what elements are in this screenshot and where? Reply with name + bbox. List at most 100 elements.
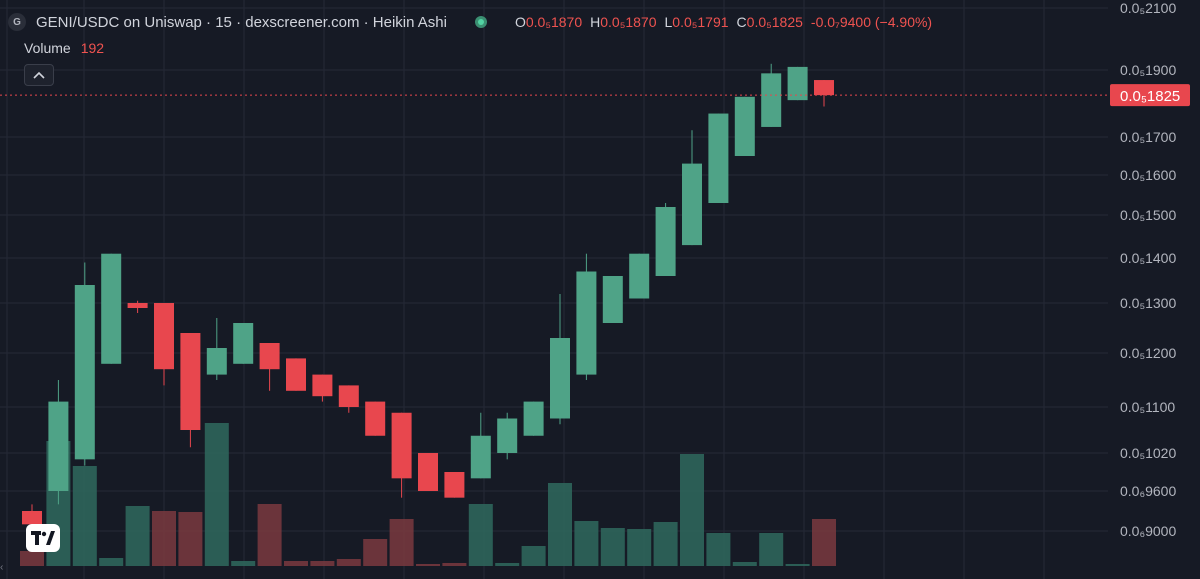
- price-tick-label: 0.0₅1200: [1120, 345, 1176, 361]
- volume-bar: [310, 561, 335, 566]
- candle-body: [286, 358, 306, 391]
- tv-logo-mark: [31, 531, 55, 545]
- candle: [312, 374, 333, 402]
- volume-legend: Volume 192: [24, 40, 104, 56]
- candle-body: [101, 253, 122, 364]
- candle-body: [550, 338, 570, 419]
- volume-bar: [468, 504, 493, 566]
- candle-body: [338, 385, 359, 407]
- candle-body: [497, 418, 518, 453]
- volume-bar: [548, 483, 572, 566]
- candle: [497, 412, 518, 460]
- current-price-label: 0.0₅1825: [1120, 88, 1180, 105]
- candle-body: [391, 412, 412, 479]
- volume-bar: [72, 466, 97, 566]
- candle: [365, 401, 386, 436]
- candle-body: [682, 163, 702, 246]
- price-tick-label: 0.0₅1700: [1120, 129, 1176, 145]
- open-label: O: [514, 14, 526, 30]
- candle: [444, 472, 465, 498]
- candle-body: [154, 303, 174, 370]
- candle: [470, 412, 491, 479]
- candle-body: [523, 401, 544, 436]
- candle: [127, 300, 148, 313]
- volume-bar: [653, 522, 678, 566]
- candle-body: [629, 253, 650, 299]
- price-tick-label: 0.0₅1400: [1120, 250, 1176, 266]
- candle-body: [206, 348, 227, 375]
- tradingview-logo-icon[interactable]: [26, 524, 60, 552]
- candle: [206, 318, 227, 380]
- market-status-icon: [474, 16, 487, 28]
- candle-body: [655, 207, 676, 276]
- volume-bar: [680, 454, 704, 566]
- volume-bar: [442, 563, 467, 566]
- candle-body: [708, 113, 729, 203]
- candle-body: [312, 374, 333, 397]
- low-value: 0.0₅1791: [672, 14, 729, 30]
- volume-bar: [574, 521, 599, 566]
- candle-body: [470, 435, 491, 479]
- candle: [259, 343, 280, 391]
- volume-bar: [495, 563, 520, 566]
- price-tick-label: 0.0₆9000: [1120, 523, 1176, 539]
- candle-body: [74, 285, 95, 460]
- candle-body: [787, 66, 808, 101]
- price-tick-label: 0.0₅1300: [1120, 295, 1176, 311]
- close-label: C: [736, 14, 747, 30]
- volume-bar: [99, 558, 124, 566]
- chevron-up-icon: [33, 71, 45, 79]
- volume-bar: [521, 546, 546, 566]
- close-value: 0.0₅1825: [746, 14, 803, 30]
- open-value: 0.0₅1870: [525, 14, 583, 30]
- volume-label: Volume: [24, 40, 71, 56]
- candle: [48, 380, 69, 505]
- volume-bar: [600, 528, 625, 566]
- price-tick-label: 0.0₅1600: [1120, 167, 1176, 183]
- candle: [655, 203, 676, 276]
- candle-body: [444, 472, 465, 498]
- candle: [74, 262, 95, 466]
- candlestick-series: [22, 63, 834, 531]
- candle: [708, 113, 729, 203]
- volume-bar: [204, 423, 229, 566]
- candle-body: [365, 401, 386, 436]
- price-axis: 0.0₅2100 0.0₅1900 0.0₅1700 0.0₅1600 0.0₅1500…: [1110, 0, 1190, 539]
- volume-bar: [178, 512, 203, 566]
- candle: [629, 253, 650, 299]
- candle-body: [814, 80, 834, 96]
- candle-body: [761, 73, 782, 127]
- high-label: H: [590, 14, 601, 30]
- volume-bars: [20, 423, 836, 566]
- volume-bar: [416, 564, 440, 566]
- candle-body: [127, 303, 148, 308]
- volume-value: 192: [80, 40, 105, 56]
- volume-bar: [363, 539, 388, 566]
- chevron-left-icon[interactable]: ‹: [0, 562, 4, 573]
- candle-body: [576, 271, 597, 375]
- symbol-badge[interactable]: G: [8, 13, 26, 31]
- candle: [101, 253, 122, 364]
- candle: [154, 303, 174, 386]
- price-tick-label: 0.0₅2100: [1120, 0, 1176, 16]
- collapse-legend-button[interactable]: [24, 64, 54, 86]
- candle: [418, 453, 438, 491]
- price-tick-label: 0.0₅1900: [1120, 62, 1176, 78]
- candle: [391, 412, 412, 498]
- candle-body: [259, 343, 280, 370]
- candle-body: [734, 96, 755, 156]
- volume-bar: [257, 504, 282, 566]
- price-tick-label: 0.0₅1500: [1120, 207, 1176, 223]
- chart-title: GENI/USDC on Uniswap · 15 · dexscreener.…: [36, 13, 447, 31]
- candle: [576, 253, 597, 380]
- ohlc-legend: O0.0₅1870 H0.0₅1870 L0.0₅1791 C0.0₅1825 …: [515, 14, 932, 30]
- candle: [338, 385, 359, 413]
- candle-body: [233, 323, 254, 364]
- price-change: -0.0₇9400 (−4.90%): [810, 14, 933, 30]
- candle-body: [22, 511, 42, 525]
- current-price-badge: [1110, 84, 1190, 107]
- volume-bar: [627, 529, 652, 566]
- chart-header: G GENI/USDC on Uniswap · 15 · dexscreene…: [8, 8, 932, 36]
- volume-bar: [152, 511, 176, 566]
